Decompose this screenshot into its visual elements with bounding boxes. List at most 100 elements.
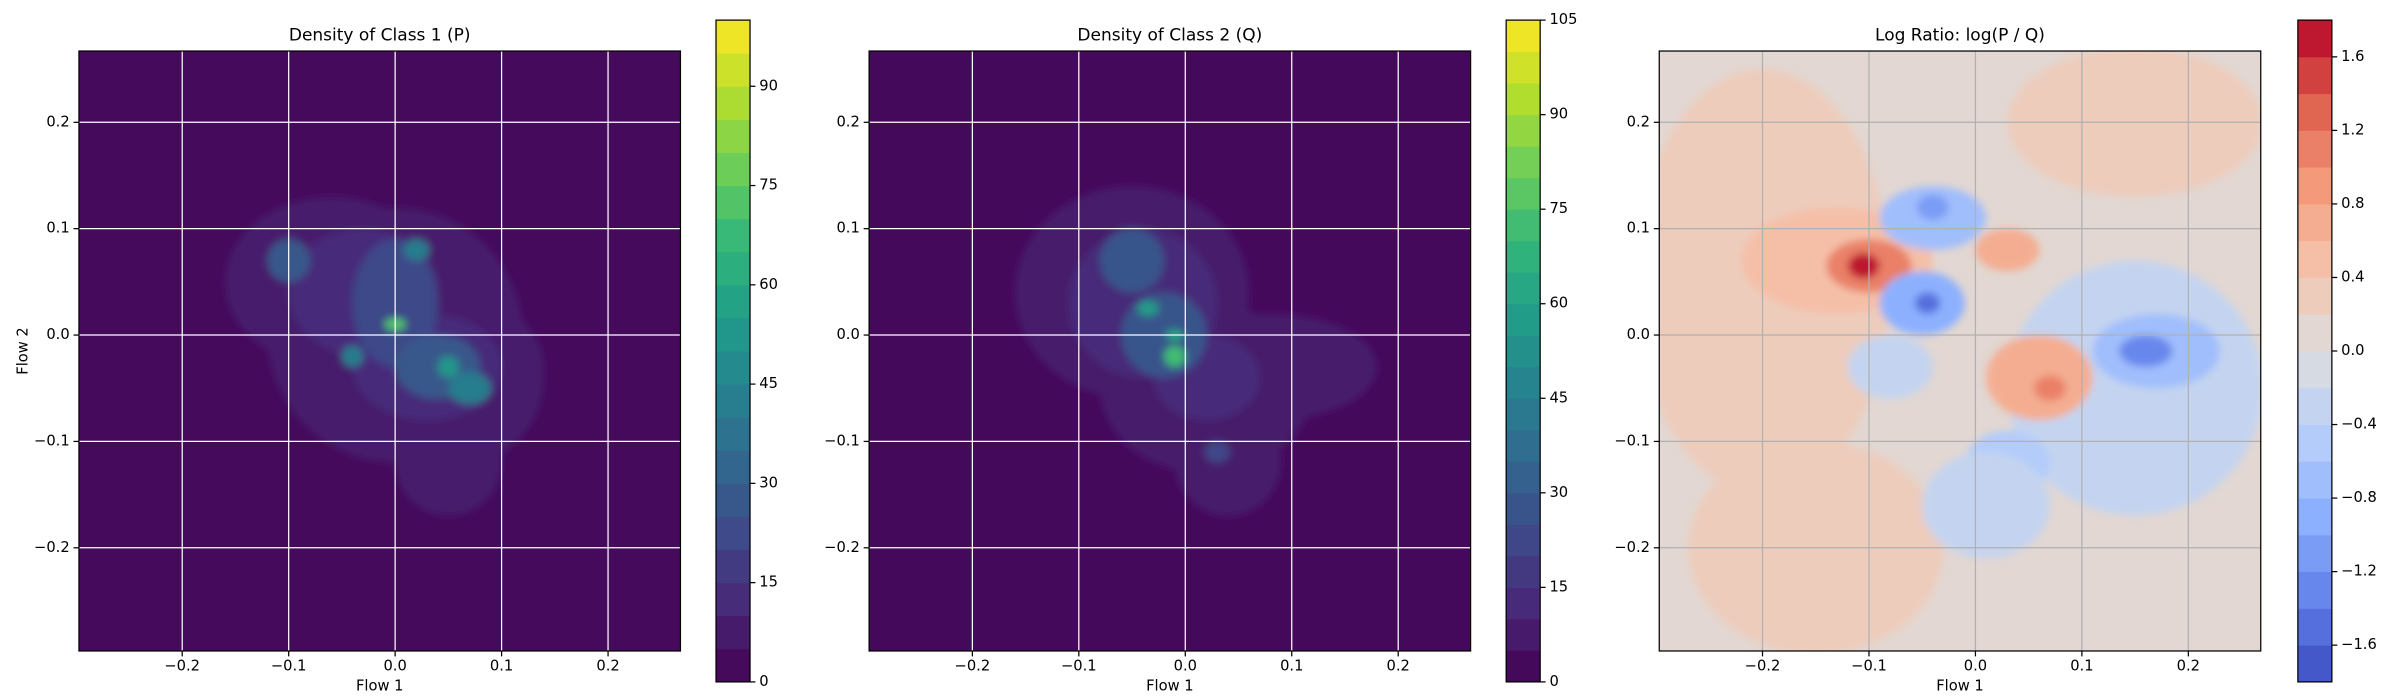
colorbar-tick-label: 90 — [1549, 106, 1568, 123]
colorbar-band — [1506, 618, 1541, 651]
colorbar-tick-label: 30 — [759, 474, 778, 491]
colorbar-band — [1506, 650, 1541, 683]
colorbar-band — [1506, 114, 1541, 147]
colorbar-band — [716, 119, 751, 153]
y-tick-label: 0.0 — [46, 326, 69, 343]
x-axis-label: Flow 1 — [356, 678, 403, 695]
colorbar-tick-label: 105 — [1549, 11, 1577, 28]
density-region — [1975, 228, 2040, 272]
colorbar-band — [2297, 93, 2332, 131]
colorbar-tick-label: −1.6 — [2341, 636, 2377, 653]
colorbar-tick-label: 45 — [759, 375, 778, 392]
colorbar-band — [716, 417, 751, 451]
colorbar-band — [1506, 398, 1541, 431]
density-region — [1174, 409, 1282, 516]
colorbar-band — [716, 251, 751, 286]
chart-title: Density of Class 1 (P) — [289, 26, 471, 46]
colorbar-band — [716, 483, 751, 517]
density-region — [403, 239, 430, 261]
x-tick-label: 0.0 — [1964, 657, 1987, 674]
y-tick-label: 0.1 — [46, 220, 69, 237]
axes-frame — [78, 50, 682, 652]
y-tick-label: −0.1 — [824, 432, 860, 449]
density-region — [1100, 228, 1164, 293]
colorbar-band — [716, 284, 751, 319]
density-region — [448, 372, 491, 405]
colorbar-tick-label: 0.0 — [2341, 342, 2364, 359]
colorbar-band — [716, 152, 751, 187]
colorbar-band — [716, 86, 751, 120]
y-axis-label: Flow 2 — [14, 327, 31, 375]
colorbar-band — [1506, 492, 1541, 525]
density-region — [1914, 292, 1941, 314]
axes-frame — [868, 50, 1472, 652]
plot-area — [869, 51, 1471, 651]
colorbar-band — [2297, 277, 2332, 315]
colorbar-band — [1506, 146, 1541, 179]
density-region — [1847, 335, 1933, 399]
colorbar-band — [716, 53, 751, 87]
colorbar-tick-label: −0.8 — [2341, 489, 2377, 506]
density-region — [2119, 335, 2173, 367]
plot-area — [78, 51, 681, 651]
colorbar-band — [2297, 240, 2332, 278]
regions — [1659, 51, 2261, 651]
colorbar-band — [1506, 177, 1541, 210]
density-region — [1163, 345, 1186, 367]
y-tick-label: 0.1 — [836, 220, 859, 237]
colorbar-tick-label: 45 — [1549, 389, 1568, 406]
colorbar-band — [1506, 20, 1541, 53]
colorbar-band — [716, 549, 751, 584]
colorbar-tick-label: 60 — [759, 276, 778, 293]
y-tick-label: 0.2 — [836, 113, 859, 130]
colorbar-frame — [715, 19, 751, 683]
colorbar-band — [2297, 498, 2332, 536]
colorbar-band — [716, 516, 751, 551]
colorbar-tick-label: 0.4 — [2341, 268, 2364, 285]
colorbar-tick-label: 75 — [1549, 200, 1568, 217]
y-tick-label: 0.1 — [1627, 220, 1650, 237]
x-tick-label: 0.2 — [596, 657, 619, 674]
colorbar-band — [1506, 429, 1541, 462]
y-tick-label: −0.2 — [34, 539, 70, 556]
colorbar-tick-label: 1.2 — [2341, 121, 2364, 138]
y-tick-label: 0.0 — [836, 326, 859, 343]
colorbar-band — [716, 185, 751, 220]
colorbar-band — [2297, 571, 2332, 609]
colorbar-band — [716, 582, 751, 617]
y-tick-label: 0.2 — [1627, 113, 1650, 130]
colorbar-tick-label: 0 — [759, 673, 768, 690]
colorbar-tick-label: −0.4 — [2341, 416, 2377, 433]
colorbar-band — [2297, 387, 2332, 426]
chart-title: Density of Class 2 (Q) — [1077, 26, 1262, 46]
colorbar-band — [1506, 335, 1541, 368]
colorbar-band — [1506, 366, 1541, 399]
y-tick-label: −0.1 — [1614, 432, 1650, 449]
colorbar-tick-label: 0 — [1549, 673, 1558, 690]
x-tick-label: 0.1 — [1280, 657, 1303, 674]
colorbar-band — [2297, 351, 2332, 389]
colorbar-band — [2297, 203, 2332, 242]
x-tick-label: 0.2 — [2177, 657, 2200, 674]
colorbar-band — [2297, 130, 2332, 168]
x-tick-label: −0.1 — [271, 657, 307, 674]
colorbar-band — [1506, 272, 1541, 305]
density-region — [395, 409, 502, 516]
y-tick-label: −0.1 — [34, 432, 70, 449]
colorbar-band — [2297, 56, 2332, 95]
y-tick-label: 0.2 — [46, 113, 69, 130]
x-tick-label: −0.2 — [164, 657, 200, 674]
colorbar-tick-label: 0.8 — [2341, 195, 2364, 212]
colorbar-band — [2297, 534, 2332, 573]
colorbar-tick-label: 15 — [759, 574, 778, 591]
density-region — [1916, 194, 1949, 221]
colorbar-tick-label: 90 — [759, 77, 778, 94]
colorbar-band — [716, 450, 751, 484]
x-tick-label: −0.2 — [955, 657, 991, 674]
colorbar-tick-label: 15 — [1549, 578, 1568, 595]
colorbar-band — [716, 317, 751, 352]
density-region — [2033, 375, 2066, 402]
colorbar-band — [716, 384, 751, 418]
density-region — [341, 345, 364, 367]
